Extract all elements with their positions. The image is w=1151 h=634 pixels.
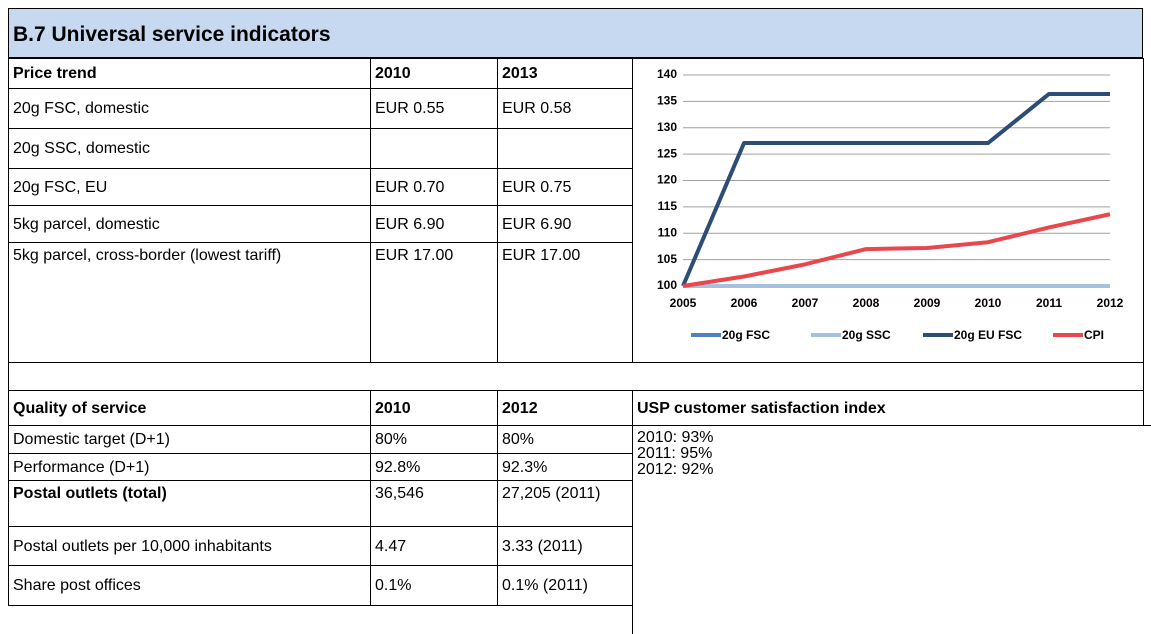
header-cell: 2013 (497, 58, 633, 89)
header-cell: 2010 (370, 390, 498, 426)
line-series (682, 212, 1111, 288)
satisfaction-line: 2012: 92% (637, 461, 714, 478)
x-tick-label: 2006 (731, 296, 758, 310)
y-tick-label: 105 (657, 252, 677, 266)
header-cell: 2012 (497, 390, 633, 426)
table-cell: 20g FSC, EU (8, 168, 371, 206)
table-cell: Performance (D+1) (8, 453, 371, 481)
satisfaction-cell: 2010: 93% 2011: 95% 2012: 92% (632, 425, 1151, 634)
legend-label: CPI (1084, 328, 1104, 342)
table-cell: 4.47 (370, 526, 498, 566)
y-tick-label: 120 (657, 173, 677, 187)
y-tick-label: 130 (657, 120, 677, 134)
legend-label: 20g FSC (722, 328, 770, 342)
table-cell: Postal outlets (total) (8, 480, 371, 527)
table-cell: 80% (370, 425, 498, 454)
table-cell: Postal outlets per 10,000 inhabitants (8, 526, 371, 566)
table-cell: EUR 6.90 (370, 205, 498, 243)
table-cell: EUR 0.58 (497, 88, 633, 129)
table-cell: 80% (497, 425, 633, 454)
table-cell: Share post offices (8, 565, 371, 606)
legend-label: 20g EU FSC (954, 328, 1022, 342)
header-cell: Quality of service (8, 390, 371, 426)
table-cell: EUR 0.55 (370, 88, 498, 129)
table-cell: EUR 17.00 (497, 242, 633, 363)
table-cell: EUR 0.70 (370, 168, 498, 206)
header-cell: 2010 (370, 58, 498, 89)
spacer-row (8, 362, 1144, 391)
x-tick-label: 2009 (914, 296, 941, 310)
y-tick-label: 110 (658, 225, 678, 239)
table-cell: 3.33 (2011) (497, 526, 633, 566)
table-cell: 20g FSC, domestic (8, 88, 371, 129)
table-cell: 27,205 (2011) (497, 480, 633, 527)
table-cell: EUR 0.75 (497, 168, 633, 206)
y-tick-label: 135 (657, 94, 677, 108)
x-tick-label: 2010 (975, 296, 1002, 310)
table-cell (497, 128, 633, 169)
section-title: B.7 Universal service indicators (8, 8, 1143, 58)
satisfaction-line: 2010: 93% (637, 429, 714, 446)
x-tick-label: 2011 (1036, 296, 1062, 310)
line-series (681, 91, 1110, 287)
y-tick-label: 100 (657, 278, 677, 292)
table-cell (370, 128, 498, 169)
y-tick-label: 115 (658, 199, 678, 213)
table-cell: 92.8% (370, 453, 498, 481)
header-cell: Price trend (8, 58, 371, 89)
x-tick-label: 2005 (670, 296, 697, 310)
table-cell: 5kg parcel, domestic (8, 205, 371, 243)
y-tick-label: 125 (657, 146, 677, 160)
legend-label: 20g SSC (842, 328, 891, 342)
chart: 100 105 110 115 120 125 130 135 140 2005 2006 2007 2… (657, 67, 1124, 342)
table-cell: 20g SSC, domestic (8, 128, 371, 169)
table-cell: 0.1% (370, 565, 498, 606)
table-cell: 5kg parcel, cross-border (lowest tariff) (8, 242, 371, 363)
table-cell: EUR 6.90 (497, 205, 633, 243)
x-tick-label: 2012 (1097, 296, 1124, 310)
x-tick-label: 2007 (792, 296, 819, 310)
table-cell: 92.3% (497, 453, 633, 481)
header-cell: USP customer satisfaction index (632, 390, 1144, 426)
satisfaction-line: 2011: 95% (637, 445, 713, 462)
table-cell: EUR 17.00 (370, 242, 498, 363)
table-cell: Domestic target (D+1) (8, 425, 371, 454)
table-cell: 0.1% (2011) (497, 565, 633, 606)
y-tick-label: 140 (657, 67, 677, 81)
x-tick-label: 2008 (853, 296, 880, 310)
table-cell: 36,546 (370, 480, 498, 527)
